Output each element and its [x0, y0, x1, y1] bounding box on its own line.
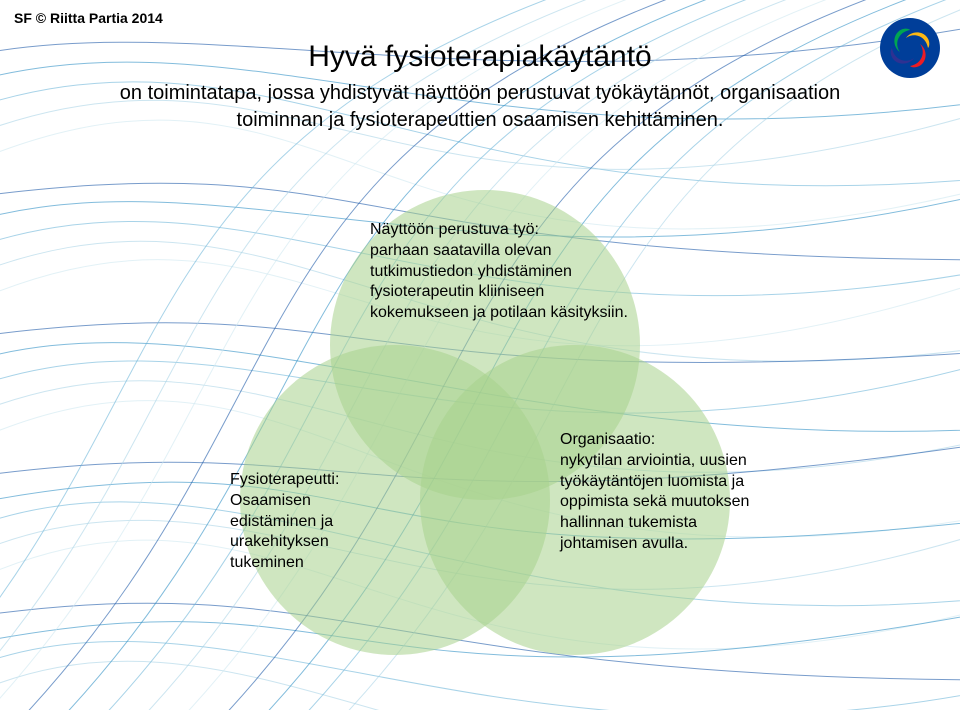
venn-top-text: Näyttöön perustuva työ: parhaan saatavil… [370, 220, 630, 324]
wave-line [0, 401, 960, 537]
page: SF © Riitta Partia 2014 Hyvä fysioterapi… [0, 0, 960, 710]
wave-line [0, 641, 960, 710]
page-subtitle: on toimintatapa, jossa yhdistyvät näyttö… [90, 80, 870, 134]
venn-right-body: nykytilan arviointia, uusien työkäytäntö… [560, 452, 749, 552]
wave-line [0, 482, 960, 539]
venn-left-body: Osaamisen edistäminen ja urakehityksen t… [230, 492, 333, 571]
page-title: Hyvä fysioterapiakäytäntö [0, 40, 960, 74]
wave-line [0, 540, 960, 649]
wave-line [0, 381, 960, 473]
venn-left-heading: Fysioterapeutti: [230, 471, 339, 488]
wave-line [0, 603, 960, 680]
venn-top-heading: Näyttöön perustuva työ: [370, 221, 539, 238]
wave-line [0, 120, 960, 229]
wave-line [0, 502, 960, 606]
wave-line [0, 356, 960, 413]
venn-right-heading: Organisaatio: [560, 431, 655, 448]
venn-left-text: Fysioterapeutti: Osaamisen edistäminen j… [230, 470, 400, 574]
wave-line [0, 343, 960, 432]
wave-line [0, 608, 960, 657]
wave-line [0, 520, 960, 589]
venn-top-body: parhaan saatavilla olevan tutkimustiedon… [370, 242, 628, 321]
wave-line [0, 440, 960, 482]
wave-line [0, 323, 960, 363]
venn-right-text: Organisaatio: nykytilan arviointia, uusi… [560, 430, 750, 555]
header-copyright: SF © Riitta Partia 2014 [14, 10, 163, 26]
wave-line [0, 661, 960, 710]
